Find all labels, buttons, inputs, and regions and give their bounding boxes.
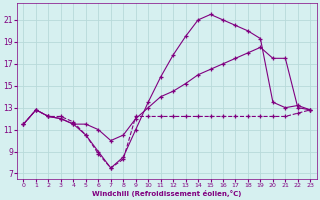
X-axis label: Windchill (Refroidissement éolien,°C): Windchill (Refroidissement éolien,°C) xyxy=(92,190,242,197)
